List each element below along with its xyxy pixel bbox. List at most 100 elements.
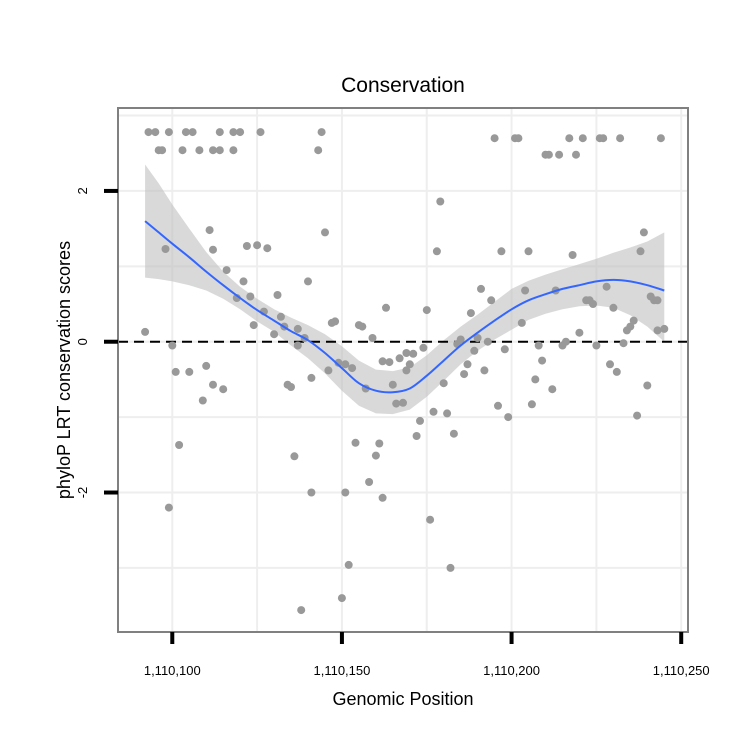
data-point [609,303,618,312]
data-point [660,324,669,333]
y-axis: -2 0 2 [75,187,118,498]
x-tick-label: 1,110,150 [313,663,370,678]
x-tick-label: 1,110,200 [483,663,540,678]
data-point [297,606,306,615]
data-point [521,286,530,295]
data-point [324,366,333,375]
data-points [141,128,669,615]
data-point [293,324,302,333]
data-point [222,266,231,275]
data-point [524,247,533,256]
data-point [643,381,652,390]
data-point [653,326,662,335]
data-point [429,407,438,416]
data-point [463,360,472,369]
data-point [195,146,204,155]
grid-lines [118,108,688,632]
data-point [337,594,346,603]
data-point [409,349,418,358]
data-point [544,150,553,159]
data-point [426,515,435,524]
x-axis-label: Genomic Position [332,689,473,709]
data-point [307,373,316,382]
data-point [141,327,150,336]
data-point [273,291,282,299]
data-point [249,321,258,330]
data-point [256,128,265,137]
data-point [392,399,401,408]
data-point [527,400,536,409]
data-point [402,349,411,357]
data-point [229,128,238,137]
data-point [487,296,496,305]
data-point [602,282,611,291]
data-point [399,398,407,407]
data-point [653,296,662,305]
data-point [236,128,245,137]
data-point [365,478,374,486]
data-point [293,341,302,350]
data-point [565,134,574,143]
data-point [290,452,299,461]
data-point [619,339,628,348]
data-point [422,306,431,315]
data-point [483,337,492,346]
data-point [375,439,384,448]
data-point [304,277,312,286]
data-point [534,341,543,350]
data-point [494,401,502,410]
data-point [538,356,547,365]
data-point [460,370,469,379]
data-point [246,292,255,301]
data-point [626,322,635,331]
y-tick-label: 0 [75,338,90,345]
data-point [477,284,485,293]
data-point [629,316,638,325]
data-point [158,146,167,155]
data-point [321,228,329,237]
data-point [351,438,360,447]
data-point [239,277,248,286]
data-point [175,441,184,449]
data-point [198,396,207,405]
data-point [490,134,499,143]
data-point [395,354,404,363]
data-point [378,493,387,502]
data-point [164,128,173,137]
data-point [656,134,665,143]
data-point [639,228,648,237]
data-point [405,360,414,369]
data-point [229,146,238,155]
data-point [578,134,587,143]
data-point [443,409,452,418]
y-tick-label: -2 [75,487,90,499]
data-point [368,334,377,342]
data-point [219,385,228,394]
data-point [419,343,428,352]
data-point [242,242,251,250]
data-point [209,245,217,254]
data-point [456,335,465,344]
data-point [151,128,160,137]
data-point [439,379,448,388]
data-point [592,341,601,350]
data-point [385,358,394,367]
data-point [432,247,441,256]
data-point [473,334,482,342]
data-point [334,358,343,367]
data-point [358,322,367,331]
data-point [612,367,621,376]
data-point [348,364,357,373]
data-point [253,241,262,250]
data-point [517,318,526,327]
data-point [185,367,194,376]
data-point [466,309,475,318]
data-point [572,150,580,159]
data-point [344,560,353,569]
data-point [412,432,421,440]
data-point [589,300,597,308]
data-point [263,244,272,253]
x-axis: 1,110,100 1,110,150 1,110,200 1,110,250 [144,632,710,678]
data-point [270,330,279,339]
